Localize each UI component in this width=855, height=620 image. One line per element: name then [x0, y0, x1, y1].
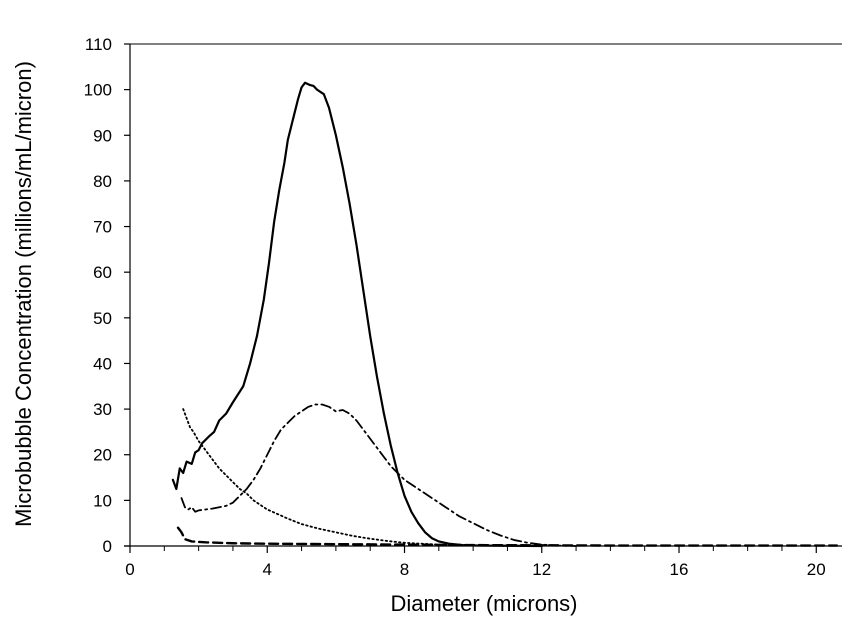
series-line-solid: [171, 81, 543, 548]
y-tick-label: 80: [93, 172, 112, 191]
series-layer: [171, 81, 839, 548]
y-tick-label: 30: [93, 400, 112, 419]
y-tick-label: 50: [93, 309, 112, 328]
y-tick-label: 110: [85, 35, 112, 54]
x-tick-label: 20: [807, 560, 826, 579]
y-tick-label: 90: [93, 126, 112, 145]
x-axis-ticks: 0 4 8 12 16 20: [125, 546, 826, 579]
x-tick-label: 4: [263, 560, 272, 579]
x-axis-minor-ticks: [163, 546, 783, 551]
y-tick-label: 10: [93, 491, 112, 510]
series-line-dashdot: [180, 403, 577, 547]
y-axis-ticks: 0 10 20 30 40 50 60 70 80 90 100 110: [84, 35, 130, 556]
y-tick-label: 60: [93, 263, 112, 282]
y-tick-label: 40: [93, 354, 112, 373]
y-tick-label: 100: [84, 81, 112, 100]
y-tick-label: 70: [93, 218, 112, 237]
y-tick-label: 20: [93, 446, 112, 465]
series-line-dotted: [182, 408, 543, 547]
x-tick-label: 8: [400, 560, 409, 579]
plot-area: [124, 43, 842, 547]
x-tick-label: 12: [532, 560, 551, 579]
y-tick-label: 0: [103, 537, 112, 556]
x-axis-label: Diameter (microns): [390, 591, 577, 616]
x-tick-label: 16: [670, 560, 689, 579]
x-tick-label: 0: [125, 560, 134, 579]
series-line-dashed: [176, 526, 839, 547]
y-axis-label: Microbubble Concentration (millions/mL/m…: [11, 61, 36, 527]
